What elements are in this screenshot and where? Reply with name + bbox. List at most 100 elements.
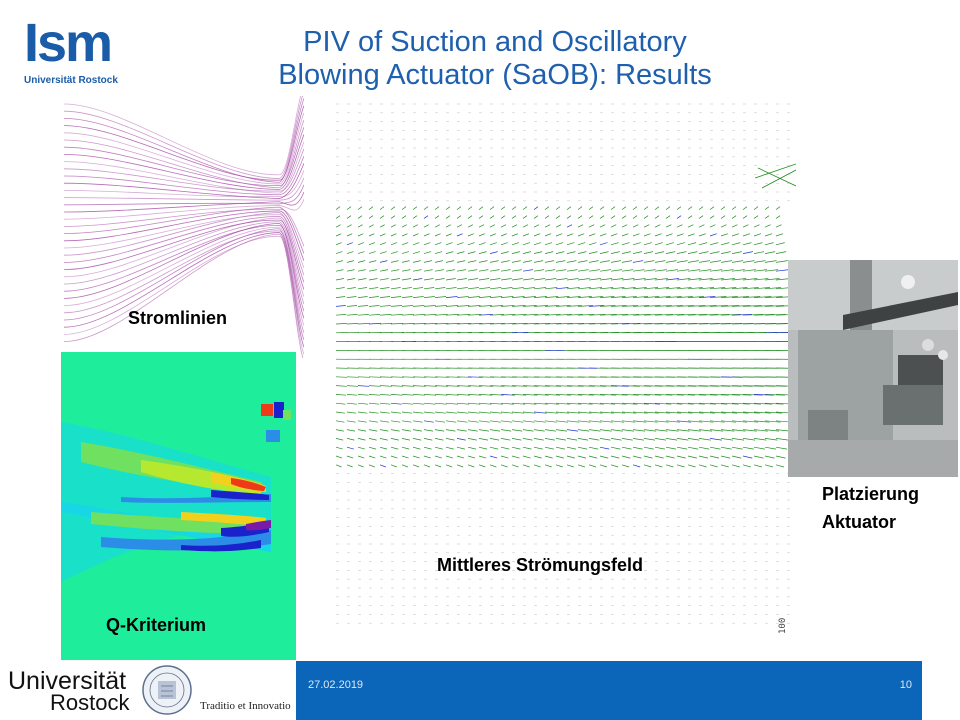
flow-vector xyxy=(643,455,653,459)
flow-vector xyxy=(588,438,600,441)
flow-vector xyxy=(335,278,345,281)
flow-vector xyxy=(610,402,627,405)
flow-vector xyxy=(742,215,748,219)
flow-vector xyxy=(511,411,525,414)
flow-vector xyxy=(489,305,504,307)
flow-vector xyxy=(511,233,519,237)
flow-vector xyxy=(632,260,644,263)
flow-vector xyxy=(775,206,781,210)
flow-vector xyxy=(522,314,538,316)
flow-vector xyxy=(368,305,380,307)
flow-vector xyxy=(401,411,413,414)
flow-vector xyxy=(500,411,514,414)
flow-vector xyxy=(698,438,711,441)
flow-vector xyxy=(456,385,471,387)
flow-vector xyxy=(555,242,564,246)
flow-vector xyxy=(478,455,487,459)
flow-vector xyxy=(412,314,426,316)
flow-vector xyxy=(566,385,584,387)
flow-vector xyxy=(335,446,343,450)
flow-vector xyxy=(467,224,474,228)
streamlines-plot xyxy=(64,96,304,358)
streamline xyxy=(64,222,304,319)
flow-vector xyxy=(390,215,396,219)
flow-vector xyxy=(412,287,424,290)
flow-vector xyxy=(764,420,781,423)
flow-vector xyxy=(522,242,531,246)
flow-vector xyxy=(577,296,592,298)
flow-vector xyxy=(577,242,586,246)
flow-vector xyxy=(665,242,674,246)
flow-vector xyxy=(687,224,694,228)
flow-vector xyxy=(742,402,762,405)
flow-vector xyxy=(753,411,771,414)
flow-vector xyxy=(632,323,652,325)
flow-vector xyxy=(412,446,421,450)
flow-vector xyxy=(698,314,719,316)
flow-vector xyxy=(445,242,453,246)
flow-vector xyxy=(357,206,363,210)
flow-vector xyxy=(456,464,464,468)
flow-vector xyxy=(522,296,536,298)
flow-vector xyxy=(533,411,547,414)
flow-vector xyxy=(335,260,343,263)
flow-vector xyxy=(775,429,791,432)
flow-vector xyxy=(357,314,369,316)
flow-vector xyxy=(731,215,737,219)
flow-vector xyxy=(632,251,642,254)
flow-vector xyxy=(434,260,444,263)
flow-vector xyxy=(687,402,705,405)
flow-vector xyxy=(522,260,532,263)
flow-vector xyxy=(489,233,497,237)
flow-vector xyxy=(478,206,484,210)
flow-vector xyxy=(676,402,694,405)
flow-vector xyxy=(753,242,763,246)
flow-vector xyxy=(720,296,738,298)
flow-vector xyxy=(390,385,404,387)
flow-vector xyxy=(368,269,377,272)
flow-vector xyxy=(478,233,485,237)
flow-vector xyxy=(500,296,514,298)
flow-vector xyxy=(621,429,634,432)
flow-vector xyxy=(676,464,685,468)
flow-vector xyxy=(632,402,649,405)
flow-vector xyxy=(390,376,404,378)
flow-vector xyxy=(599,251,609,254)
flow-vector xyxy=(379,269,389,272)
flow-vector xyxy=(654,455,664,459)
flow-vector xyxy=(764,314,786,316)
flow-vector xyxy=(753,305,773,307)
flow-vector xyxy=(687,420,703,423)
flow-vector xyxy=(555,429,568,432)
flow-vector xyxy=(500,394,515,396)
flow-vector xyxy=(555,420,569,423)
flow-vector xyxy=(456,269,467,272)
flow-vector xyxy=(742,305,762,307)
flow-vector xyxy=(390,278,400,281)
flow-vector xyxy=(654,420,669,423)
flow-vector xyxy=(368,385,381,387)
flow-vector xyxy=(731,411,749,414)
flow-vector xyxy=(489,429,501,432)
flow-vector xyxy=(412,402,425,405)
flow-vector xyxy=(588,323,607,325)
flow-vector xyxy=(610,233,618,237)
flow-vector xyxy=(720,233,729,237)
flow-vector xyxy=(654,233,662,237)
flow-vector xyxy=(346,385,359,387)
flow-vector xyxy=(632,215,638,219)
flow-vector xyxy=(412,464,420,468)
flow-vector xyxy=(555,323,573,325)
flow-vector xyxy=(720,438,733,441)
flow-vector xyxy=(445,464,453,468)
flow-vector xyxy=(632,464,641,468)
flow-vector xyxy=(698,420,714,423)
flow-vector xyxy=(346,224,352,228)
flow-vector xyxy=(676,233,684,237)
flow-vector xyxy=(588,455,598,459)
flow-vector xyxy=(401,215,407,219)
flow-vector xyxy=(335,429,344,432)
flow-vector xyxy=(698,242,708,246)
flow-vector xyxy=(467,429,478,432)
flow-vector xyxy=(577,411,592,414)
